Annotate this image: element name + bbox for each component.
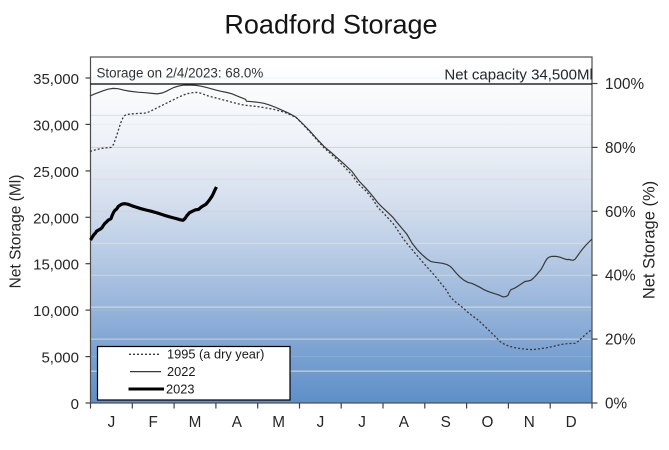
svg-text:J: J bbox=[317, 414, 325, 431]
svg-text:O: O bbox=[482, 414, 494, 431]
svg-text:A: A bbox=[232, 414, 243, 431]
svg-text:M: M bbox=[272, 414, 285, 431]
svg-text:Net capacity 34,500Ml: Net capacity 34,500Ml bbox=[444, 67, 592, 84]
svg-text:Net Storage (Ml): Net Storage (Ml) bbox=[8, 175, 25, 289]
svg-text:F: F bbox=[149, 414, 158, 431]
svg-text:N: N bbox=[524, 414, 535, 431]
svg-text:Net Storage (%): Net Storage (%) bbox=[640, 181, 658, 299]
svg-text:Roadford Storage: Roadford Storage bbox=[224, 10, 437, 40]
svg-text:S: S bbox=[441, 414, 451, 431]
svg-text:20,000: 20,000 bbox=[33, 210, 79, 227]
svg-text:60%: 60% bbox=[605, 204, 636, 221]
svg-text:D: D bbox=[566, 414, 577, 431]
svg-text:100%: 100% bbox=[605, 76, 645, 93]
svg-text:2023: 2023 bbox=[166, 381, 194, 396]
svg-text:15,000: 15,000 bbox=[33, 257, 79, 274]
svg-text:30,000: 30,000 bbox=[33, 117, 79, 134]
svg-text:10,000: 10,000 bbox=[33, 303, 79, 320]
svg-text:2022: 2022 bbox=[167, 364, 195, 379]
svg-text:5,000: 5,000 bbox=[41, 350, 79, 367]
svg-text:35,000: 35,000 bbox=[33, 71, 79, 88]
svg-text:J: J bbox=[358, 414, 366, 431]
svg-text:A: A bbox=[399, 414, 410, 431]
svg-text:25,000: 25,000 bbox=[33, 164, 79, 181]
svg-text:1995 (a dry year): 1995 (a dry year) bbox=[167, 347, 264, 362]
svg-text:J: J bbox=[108, 414, 116, 431]
svg-text:40%: 40% bbox=[605, 268, 636, 285]
svg-text:0: 0 bbox=[71, 396, 79, 413]
svg-text:0%: 0% bbox=[605, 396, 628, 413]
svg-text:20%: 20% bbox=[605, 332, 636, 349]
svg-text:80%: 80% bbox=[605, 140, 636, 157]
svg-text:Storage on 2/4/2023: 68.0%: Storage on 2/4/2023: 68.0% bbox=[97, 66, 264, 81]
svg-text:M: M bbox=[189, 414, 202, 431]
